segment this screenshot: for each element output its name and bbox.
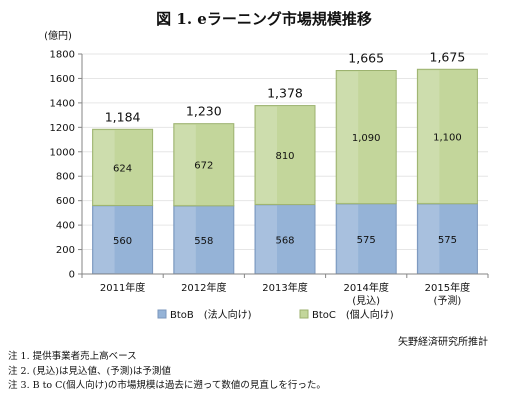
legend-swatch-btob [157, 309, 167, 319]
y-tick-label: 600 [56, 196, 75, 207]
bar-btob-highlight [418, 204, 440, 273]
bars [92, 68, 478, 275]
bar-btob-highlight [337, 204, 359, 273]
bar-btoc-highlight [418, 70, 440, 203]
x-tick-label: (予測) [433, 294, 461, 307]
bar-btob-highlight [174, 206, 196, 273]
note-1: 注 1. 提供事業者売上高ベース [8, 351, 137, 362]
legend-label-btoc: BtoC (個人向け) [312, 308, 394, 321]
note-3: 注 3. B to C(個人向け)の市場規模は過去に遡って数値の見直しを行った。 [8, 380, 326, 391]
bar-btob-group [335, 203, 397, 275]
bar-btob-highlight [256, 205, 277, 273]
bar-btoc-group [416, 68, 478, 205]
data-label-btoc: 1,090 [352, 133, 381, 144]
bar-btoc-highlight [337, 71, 359, 203]
axes: 0 200 400 600 800 1000 1200 1400 1600 1800 (億円) [44, 29, 489, 281]
data-label-btoc: 624 [113, 163, 132, 174]
y-unit-label: (億円) [44, 29, 72, 42]
bar-btoc-highlight [256, 106, 277, 204]
y-tick-label: 200 [56, 245, 75, 256]
bar-btoc-group [173, 123, 235, 207]
legend-swatch-btoc [299, 309, 309, 319]
y-tick-label: 1200 [50, 123, 75, 134]
total-label: 1,184 [105, 109, 141, 124]
data-label-btob: 568 [275, 235, 294, 246]
x-tick-label: 2012年度 [181, 281, 226, 294]
data-label-btoc: 810 [275, 151, 294, 162]
labels: 560 624 1,184 2011年度 558 672 1,230 2012年度 568 810… [100, 49, 470, 307]
y-tick-label: 1000 [50, 147, 75, 158]
data-label-btoc: 672 [194, 161, 213, 172]
source-credit: 矢野経済研究所推計 [398, 335, 488, 348]
bar-btoc-highlight [93, 130, 115, 205]
y-tick-label: 400 [56, 221, 75, 232]
bar-btoc-group [335, 70, 397, 205]
note-2: 注 2. (見込)は見込値、(予測)は予測値 [8, 365, 171, 377]
bar-btoc [335, 70, 397, 205]
bar-btob-highlight [93, 206, 115, 273]
legend: BtoB (法人向け) BtoC (個人向け) [157, 308, 394, 321]
total-label: 1,665 [348, 51, 384, 66]
y-tick-label: 800 [56, 172, 75, 183]
bar-btob-group [416, 203, 478, 275]
data-label-btob: 575 [357, 235, 376, 246]
data-label-btob: 575 [438, 235, 457, 246]
data-label-btoc: 1,100 [433, 133, 462, 144]
bar-btob [254, 204, 316, 275]
bar-btob [335, 203, 397, 275]
bar-btoc-group [254, 105, 316, 206]
x-tick-label: (見込) [352, 295, 380, 307]
y-tick-label: 1800 [50, 50, 75, 61]
data-label-btob: 558 [194, 236, 213, 247]
legend-label-btob: BtoB (法人向け) [170, 308, 252, 321]
bar-btoc [173, 123, 235, 207]
y-tick-label: 1400 [50, 98, 75, 109]
x-tick-label: 2015年度 [425, 281, 470, 294]
bar-btob-group [254, 204, 316, 275]
x-tick-label: 2013年度 [262, 281, 307, 294]
x-tick-label: 2011年度 [100, 281, 145, 294]
x-tick-label: 2014年度 [343, 281, 388, 294]
total-label: 1,230 [186, 104, 222, 119]
bar-btob [416, 203, 478, 275]
bar-btoc-group [92, 128, 154, 207]
bar-btoc [416, 68, 478, 205]
total-label: 1,675 [430, 49, 466, 64]
y-tick-label: 0 [69, 270, 75, 281]
footnotes: 注 1. 提供事業者売上高ベース 注 2. (見込)は見込値、(予測)は予測値 … [8, 350, 518, 394]
chart-title: 図 1. eラーニング市場規模推移 [156, 10, 372, 28]
bar-btob [173, 205, 235, 275]
bar-btoc-highlight [174, 124, 196, 205]
stacked-bar-chart: 0 200 400 600 800 1000 1200 1400 1600 1800 (億円) 56… [44, 29, 489, 348]
y-tick-label: 1600 [50, 74, 75, 85]
data-label-btob: 560 [113, 236, 132, 247]
bar-btoc [92, 128, 154, 207]
total-label: 1,378 [267, 86, 303, 101]
bar-btob-group [173, 205, 235, 275]
bar-btoc [254, 105, 316, 206]
